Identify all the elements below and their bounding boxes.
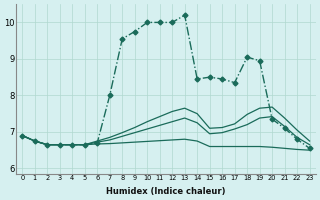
X-axis label: Humidex (Indice chaleur): Humidex (Indice chaleur) bbox=[106, 187, 226, 196]
